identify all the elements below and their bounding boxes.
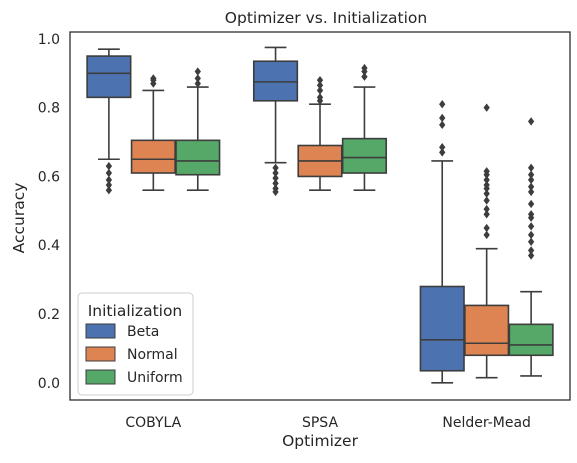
outlier-point [527,246,535,255]
box-uniform-spsa [341,63,388,192]
legend-title: Initialization [88,302,183,320]
outlier-point [527,182,535,191]
outlier-point [483,103,490,112]
outlier-point [483,167,490,176]
x-axis-title: Optimizer [282,432,359,450]
outlier-point [527,170,535,179]
outlier-point [316,93,324,102]
legend-label-uniform: Uniform [127,370,183,386]
box-beta-nelder-mead [419,100,465,384]
y-tick-label: 0.4 [38,238,60,254]
outlier-point [272,187,279,197]
outlier-point [527,230,535,240]
outlier-point [483,210,490,219]
outlier-point [105,180,113,190]
chart-title: Optimizer vs. Initialization [225,9,427,27]
y-tick-label: 1.0 [38,32,60,48]
outlier-point [316,81,324,90]
outlier-point [150,74,157,83]
outlier-point [105,175,113,185]
outlier-point [483,175,490,185]
box-body [419,285,465,372]
x-tick-label: SPSA [302,415,338,431]
outlier-point [316,86,324,95]
outlier-point [272,168,279,178]
legend-label-beta: Beta [127,324,159,340]
box-uniform-nelder-mead [508,117,554,377]
outlier-point [316,75,324,85]
outlier-point [483,230,490,240]
outlier-point [194,79,201,88]
box-normal-cobyla [130,74,176,192]
outlier-point [272,163,279,173]
outlier-point [272,173,279,183]
outlier-point [361,63,368,73]
legend-label-normal: Normal [127,347,178,363]
outlier-point [105,161,113,171]
outlier-point [527,163,535,173]
y-axis: 0.0 0.2 0.4 0.6 0.8 1.0 [38,32,60,392]
legend-swatch-beta [85,323,116,339]
legend-swatch-uniform [85,369,116,385]
outlier-point [527,251,535,260]
outlier-point [527,222,535,231]
y-tick-label: 0.8 [38,101,60,117]
outlier-point [105,186,113,195]
x-tick-label: Nelder-Mead [442,415,531,431]
box-body [86,55,132,99]
outlier-point [439,100,446,109]
outlier-point [439,148,446,157]
plot-area [86,46,554,384]
outlier-point [439,113,446,123]
x-axis: COBYLA SPSA Nelder-Mead [125,415,531,431]
box-body [508,323,554,357]
box-beta-spsa [252,46,299,197]
outlier-point [439,120,446,130]
y-tick-label: 0.0 [38,376,60,392]
y-tick-label: 0.2 [38,307,60,323]
outlier-point [527,199,535,209]
box-beta-cobyla [86,48,132,195]
outlier-point [527,187,535,197]
box-body [341,137,388,174]
outlier-point [483,196,490,205]
legend: Initialization Beta Normal Uniform [77,292,194,396]
box-normal-spsa [297,75,343,192]
outlier-point [527,175,535,185]
y-tick-label: 0.6 [38,169,60,185]
box-body [464,304,510,357]
box-normal-nelder-mead [464,103,510,379]
x-tick-label: COBYLA [125,415,181,431]
outlier-point [272,179,279,188]
outlier-point [527,117,535,126]
outlier-point [483,223,490,233]
legend-swatch-normal [85,346,116,362]
box-body [252,60,299,102]
outlier-point [527,210,535,219]
y-axis-title: Accuracy [10,183,28,254]
outlier-point [527,237,535,246]
outlier-point [361,72,368,81]
outlier-point [483,180,490,190]
outlier-point [194,74,201,83]
outlier-point [483,189,490,198]
box-body [175,139,221,176]
outlier-point [483,204,490,214]
plot-frame [69,31,571,401]
outlier-point [439,143,446,152]
box-body [130,139,176,174]
outlier-point [105,168,113,178]
box-uniform-cobyla [175,67,221,192]
outlier-point [194,67,201,76]
